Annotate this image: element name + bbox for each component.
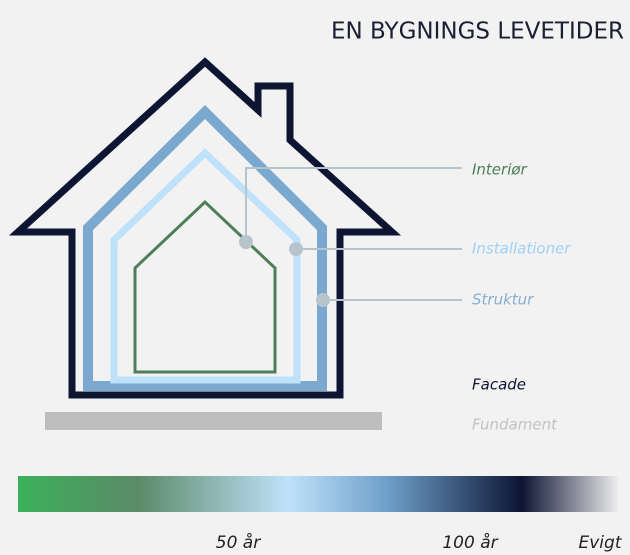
foundation (45, 412, 382, 430)
title: EN BYGNINGS LEVETIDER (331, 19, 624, 45)
layer-label: Interiør (472, 161, 528, 179)
infographic: EN BYGNINGS LEVETIDER Interiør Installat… (0, 0, 630, 555)
scale-label: 100 år (442, 532, 498, 553)
layer-label: Struktur (472, 291, 534, 309)
leader-dot (316, 293, 330, 307)
leader-dot (289, 242, 303, 256)
scale-label: 50 år (216, 532, 261, 553)
lifetime-gradient (18, 476, 618, 512)
scale-label: Evigt (579, 533, 623, 553)
layer-label: Facade (472, 376, 526, 394)
layer-label: Installationer (472, 240, 571, 258)
layer-label: Fundament (472, 416, 558, 434)
background (0, 0, 630, 555)
leader-dot (239, 235, 253, 249)
